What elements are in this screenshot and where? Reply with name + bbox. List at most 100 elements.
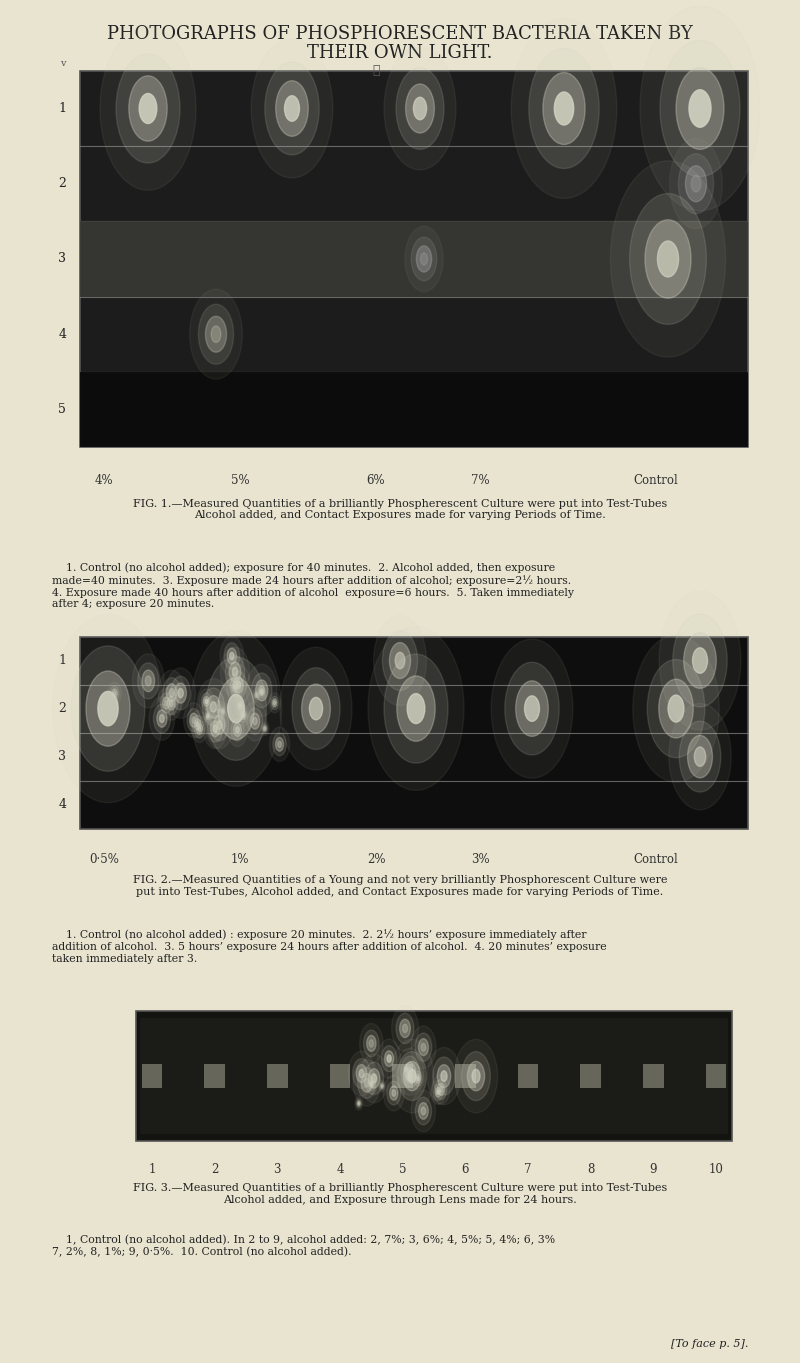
Circle shape [402,1024,407,1033]
Circle shape [380,1082,384,1090]
Circle shape [230,653,234,660]
Circle shape [432,1074,450,1104]
Circle shape [369,1040,374,1047]
Bar [80,71,748,447]
Text: FIG. 1.—Measured Quantities of a brilliantly Phospherescent Culture were put int: FIG. 1.—Measured Quantities of a brillia… [133,499,667,521]
Circle shape [170,688,174,696]
Circle shape [371,1074,377,1082]
Circle shape [224,643,240,669]
Circle shape [390,1039,434,1112]
Circle shape [684,632,716,688]
Circle shape [382,1045,397,1071]
Circle shape [421,254,427,264]
Circle shape [220,706,226,717]
Circle shape [405,1070,413,1084]
Circle shape [390,642,410,679]
Circle shape [231,718,244,741]
Circle shape [418,1039,429,1056]
Circle shape [366,1036,376,1051]
Bar [80,372,748,447]
Circle shape [192,717,195,724]
Bar [330,1063,350,1088]
Circle shape [384,654,448,763]
Circle shape [358,1101,361,1107]
Circle shape [368,627,464,791]
Circle shape [205,710,211,722]
Circle shape [491,639,573,778]
Circle shape [202,692,211,710]
Circle shape [363,1030,379,1056]
Text: 8: 8 [587,1163,594,1176]
Circle shape [417,1077,419,1081]
Circle shape [110,686,119,701]
Text: THEIR OWN LIGHT.: THEIR OWN LIGHT. [307,44,493,61]
Circle shape [673,615,727,707]
Circle shape [610,161,726,357]
Circle shape [167,696,175,710]
Text: FIG. 2.—Measured Quantities of a Young and not very brilliantly Phosphorescent C: FIG. 2.—Measured Quantities of a Young a… [133,875,667,897]
Circle shape [384,48,456,170]
Circle shape [275,737,284,751]
Circle shape [415,1074,420,1084]
Circle shape [264,728,266,729]
Circle shape [190,631,282,786]
Bar [518,1063,538,1088]
Circle shape [630,194,706,324]
Circle shape [166,684,177,702]
Circle shape [222,710,223,713]
Circle shape [382,631,418,691]
Circle shape [355,1097,362,1111]
Text: 4: 4 [58,799,66,811]
Circle shape [183,703,204,737]
Circle shape [203,707,213,725]
Circle shape [411,1026,436,1069]
Circle shape [262,724,268,733]
Circle shape [206,316,226,352]
Circle shape [238,702,242,710]
Circle shape [356,1099,362,1108]
Circle shape [693,647,707,673]
Circle shape [174,683,186,703]
Circle shape [406,1073,411,1081]
Circle shape [678,154,714,214]
Circle shape [255,680,268,701]
Text: 4: 4 [336,1163,344,1176]
Bar [142,1063,162,1088]
Circle shape [158,671,185,716]
Circle shape [256,694,257,696]
Circle shape [253,717,257,725]
Circle shape [206,657,266,761]
Circle shape [462,1052,490,1100]
Circle shape [206,695,220,718]
Circle shape [270,728,290,762]
Text: 2: 2 [58,177,66,191]
Circle shape [129,76,167,142]
Circle shape [227,673,243,701]
Circle shape [259,686,265,695]
Circle shape [356,1065,366,1082]
Circle shape [645,219,691,298]
Text: Control: Control [634,474,678,488]
Circle shape [439,1086,442,1092]
Circle shape [259,688,264,695]
Circle shape [407,1067,413,1075]
Circle shape [146,676,151,686]
Circle shape [525,696,539,721]
Circle shape [243,702,266,741]
Circle shape [247,707,262,735]
Circle shape [414,97,426,120]
Circle shape [386,1081,401,1105]
Circle shape [407,694,425,724]
Circle shape [416,245,432,273]
Circle shape [160,694,172,713]
Bar [455,1063,476,1088]
Text: 5%: 5% [230,474,250,488]
Circle shape [381,1084,383,1089]
Text: 2%: 2% [366,853,386,867]
Circle shape [218,677,254,740]
Circle shape [276,80,308,136]
Circle shape [378,1081,386,1092]
Circle shape [194,718,201,729]
Circle shape [302,684,330,733]
Circle shape [686,166,706,202]
